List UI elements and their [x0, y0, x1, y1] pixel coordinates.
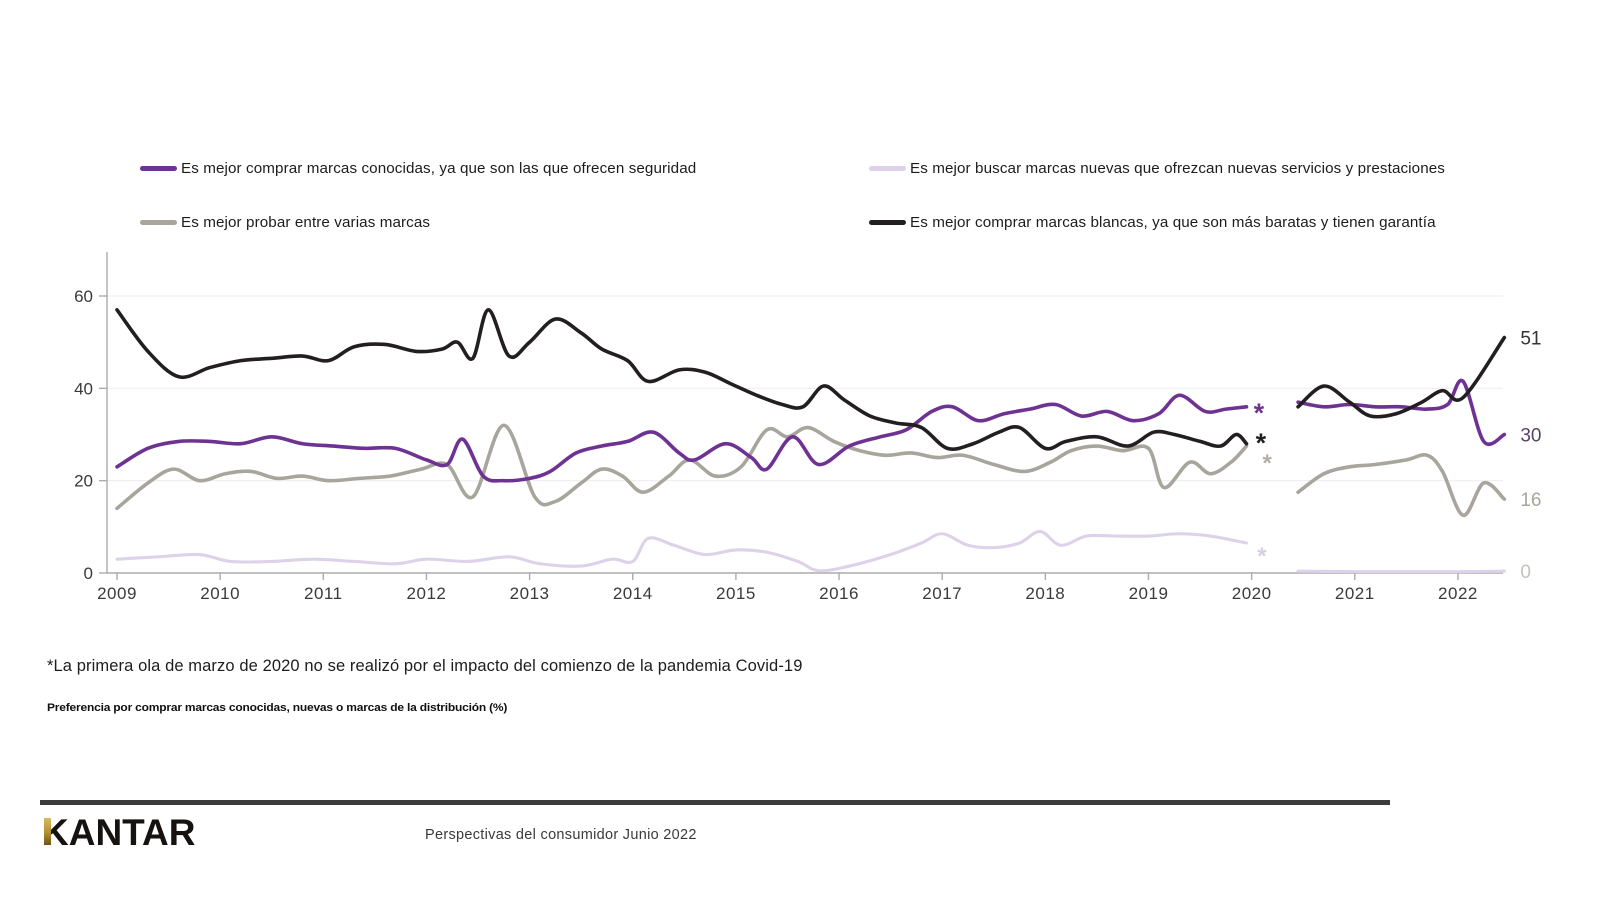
legend-label: Es mejor comprar marcas conocidas, ya qu… — [181, 160, 697, 177]
svg-text:2014: 2014 — [613, 584, 653, 603]
svg-text:30: 30 — [1520, 425, 1541, 446]
svg-text:2019: 2019 — [1129, 584, 1169, 603]
legend-swatch-purple — [140, 166, 177, 171]
legend-item-marcas-nuevas: Es mejor buscar marcas nuevas que ofrezc… — [869, 160, 1445, 177]
svg-text:0: 0 — [1520, 562, 1531, 583]
svg-text:*: * — [1262, 450, 1272, 477]
svg-text:*: * — [1257, 543, 1267, 570]
legend-swatch-gray — [140, 220, 177, 225]
svg-text:2009: 2009 — [97, 584, 137, 603]
svg-text:40: 40 — [74, 379, 93, 398]
svg-text:2018: 2018 — [1025, 584, 1065, 603]
legend-item-probar-varias-marcas: Es mejor probar entre varias marcas — [140, 214, 430, 231]
svg-text:2015: 2015 — [716, 584, 756, 603]
legend-label: Es mejor buscar marcas nuevas que ofrezc… — [910, 160, 1445, 177]
footer-divider — [40, 800, 1390, 805]
svg-text:*: * — [1256, 428, 1267, 458]
legend-item-marcas-conocidas: Es mejor comprar marcas conocidas, ya qu… — [140, 160, 696, 177]
chart-subtitle: Preferencia por comprar marcas conocidas… — [47, 701, 508, 714]
legend-swatch-black — [869, 220, 906, 225]
svg-text:2013: 2013 — [510, 584, 550, 603]
legend-label: Es mejor probar entre varias marcas — [181, 214, 431, 231]
svg-text:20: 20 — [74, 472, 93, 491]
svg-text:2016: 2016 — [819, 584, 859, 603]
kantar-gold-bar-icon — [44, 818, 51, 845]
svg-text:2020: 2020 — [1232, 584, 1272, 603]
svg-text:0: 0 — [84, 564, 93, 583]
legend-label: Es mejor comprar marcas blancas, ya que … — [910, 214, 1436, 231]
svg-text:51: 51 — [1520, 329, 1541, 350]
svg-text:2022: 2022 — [1438, 584, 1478, 603]
covid-footnote: *La primera ola de marzo de 2020 no se r… — [47, 657, 803, 675]
svg-text:2021: 2021 — [1335, 584, 1375, 603]
svg-text:60: 60 — [74, 287, 93, 306]
svg-text:2017: 2017 — [922, 584, 962, 603]
legend-swatch-lavender — [869, 166, 906, 171]
svg-text:16: 16 — [1520, 490, 1541, 511]
legend-item-marcas-blancas: Es mejor comprar marcas blancas, ya que … — [869, 214, 1436, 231]
footer-caption: Perspectivas del consumidor Junio 2022 — [425, 827, 697, 843]
svg-text:2012: 2012 — [407, 584, 447, 603]
svg-text:2010: 2010 — [200, 584, 240, 603]
svg-text:2011: 2011 — [304, 584, 343, 603]
kantar-logo: KANTAR — [42, 812, 195, 854]
kantar-logo-text: KANTAR — [42, 812, 196, 853]
svg-text:*: * — [1254, 398, 1265, 428]
